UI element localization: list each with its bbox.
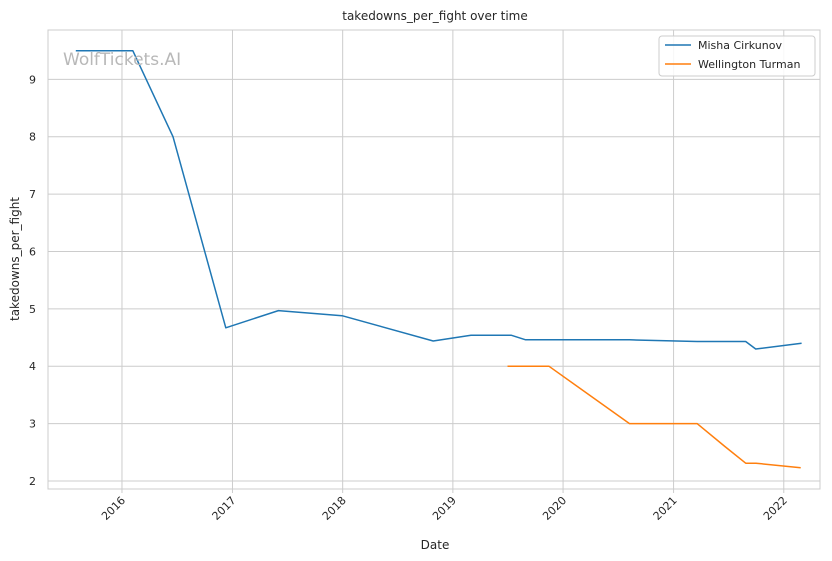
- x-tick-label: 2018: [320, 494, 349, 523]
- watermark-logo: WolfTickets.AI: [63, 50, 181, 70]
- x-tick-labels: 2016 2017 2018 2019 2020 2021 2022: [99, 494, 790, 523]
- y-tick-label: 7: [29, 188, 36, 201]
- y-tick-label: 3: [29, 418, 36, 431]
- plot-area-border: [47, 29, 821, 490]
- x-tick-label: 2019: [430, 494, 459, 523]
- y-tick-label: 9: [29, 73, 36, 86]
- y-tick-labels: 2 3 4 5 6 7 8 9: [29, 73, 36, 488]
- x-tick-label: 2016: [99, 494, 128, 523]
- grid-lines: [48, 30, 820, 493]
- x-tick-label: 2017: [210, 494, 239, 523]
- chart-title: takedowns_per_fight over time: [342, 9, 528, 23]
- x-tick-label: 2022: [761, 494, 790, 523]
- x-axis-title: Date: [421, 538, 450, 552]
- series-lines: [75, 49, 802, 469]
- x-tick-label: 2020: [540, 494, 569, 523]
- y-tick-label: 6: [29, 245, 36, 258]
- legend-label-1: Misha Cirkunov: [698, 39, 782, 52]
- legend-box: [658, 35, 816, 77]
- y-tick-label: 2: [29, 475, 36, 488]
- series-line-1: [75, 49, 802, 350]
- y-tick-label: 4: [29, 360, 36, 373]
- legend-label-2: Wellington Turman: [698, 58, 800, 71]
- y-tick-label: 8: [29, 131, 36, 144]
- y-axis-title: takedowns_per_fight: [8, 197, 22, 321]
- legend: Misha Cirkunov Wellington Turman: [658, 35, 816, 77]
- y-tick-label: 5: [29, 303, 36, 316]
- x-tick-label: 2021: [651, 494, 680, 523]
- series-line-2: [507, 365, 801, 469]
